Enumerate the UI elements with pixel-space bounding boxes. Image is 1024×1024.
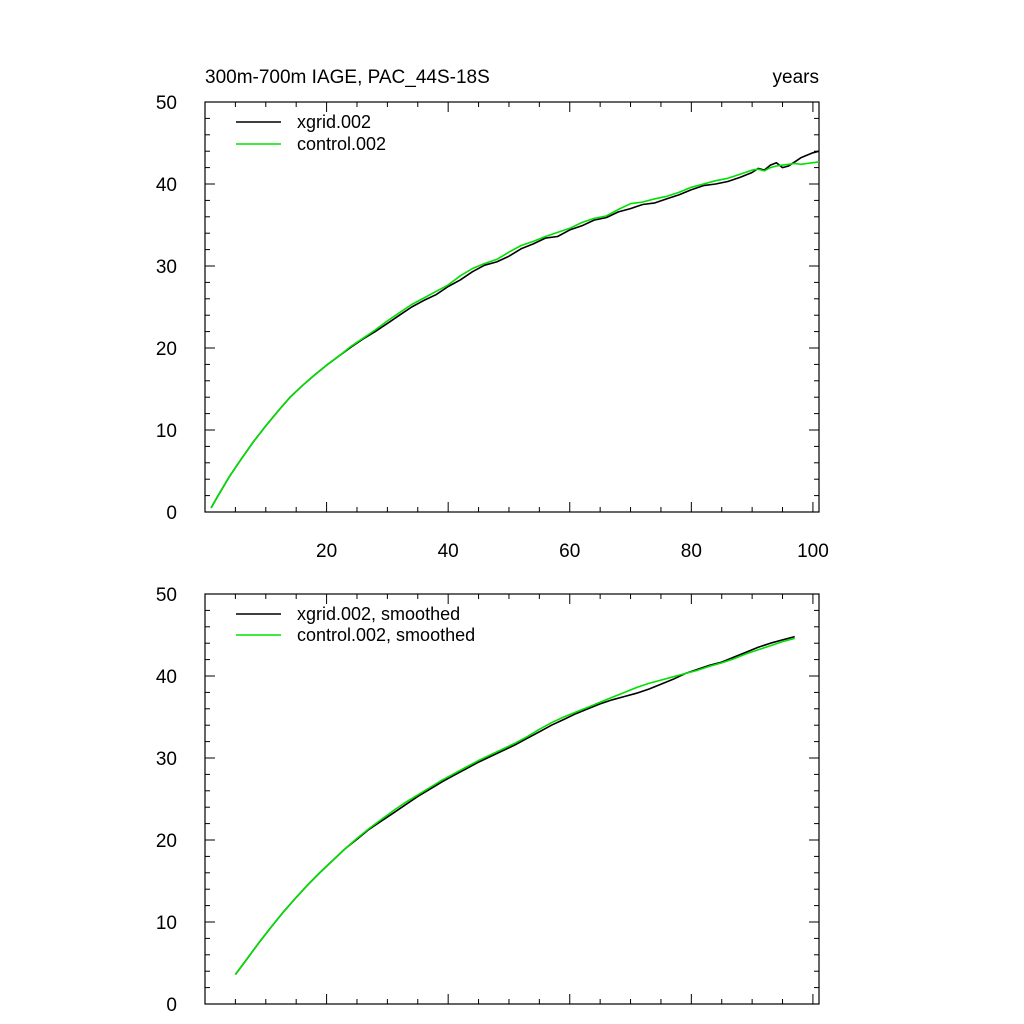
x-tick-label: 20 [316, 541, 337, 562]
legend-label-control-smoothed: control.002, smoothed [297, 625, 475, 645]
y-tick-label: 10 [156, 421, 177, 442]
x-tick-label: 60 [559, 541, 580, 562]
series-lines [234, 635, 795, 975]
y-tick-label: 40 [156, 667, 177, 688]
y-tick-label: 20 [156, 831, 177, 852]
y-tick-label: 0 [166, 995, 177, 1016]
bottom-panel: 0 10 20 30 40 50 xgrid.002, smoothed control.… [156, 585, 820, 1016]
y-tick-labels: 0 10 20 30 40 50 [156, 93, 177, 524]
units-label: years [773, 67, 819, 88]
series-line-xgrid [210, 150, 820, 509]
top-panel: 0 10 20 30 40 50 20 40 60 80 100 xgrid.002 contro… [156, 67, 829, 562]
y-tick-label: 20 [156, 339, 177, 360]
plot-frame [204, 593, 820, 1005]
series-line-xgrid [234, 635, 795, 975]
y-tick-label: 40 [156, 175, 177, 196]
y-tick-label: 0 [166, 503, 177, 524]
tick-marks [205, 101, 819, 513]
y-tick-label: 50 [156, 93, 177, 114]
legend: xgrid.002 control.002 [236, 112, 386, 154]
y-tick-label: 30 [156, 749, 177, 770]
series-lines [210, 150, 820, 509]
legend-label-control: control.002 [297, 134, 386, 154]
chart-title: 300m-700m IAGE, PAC_44S-18S [205, 67, 490, 88]
y-tick-label: 50 [156, 585, 177, 606]
x-tick-label: 100 [797, 541, 829, 562]
series-line-control [234, 637, 795, 975]
x-tick-label: 80 [681, 541, 702, 562]
legend: xgrid.002, smoothed control.002, smoothe… [236, 604, 475, 645]
legend-label-xgrid-smoothed: xgrid.002, smoothed [297, 604, 460, 624]
tick-marks [205, 593, 819, 1005]
y-tick-label: 30 [156, 257, 177, 278]
legend-label-xgrid: xgrid.002 [297, 112, 371, 132]
y-tick-labels: 0 10 20 30 40 50 [156, 585, 177, 1016]
plot-frame [204, 101, 820, 513]
x-tick-label: 40 [438, 541, 459, 562]
y-tick-label: 10 [156, 913, 177, 934]
series-line-control [210, 161, 820, 509]
x-tick-labels: 20 40 60 80 100 [316, 541, 829, 562]
